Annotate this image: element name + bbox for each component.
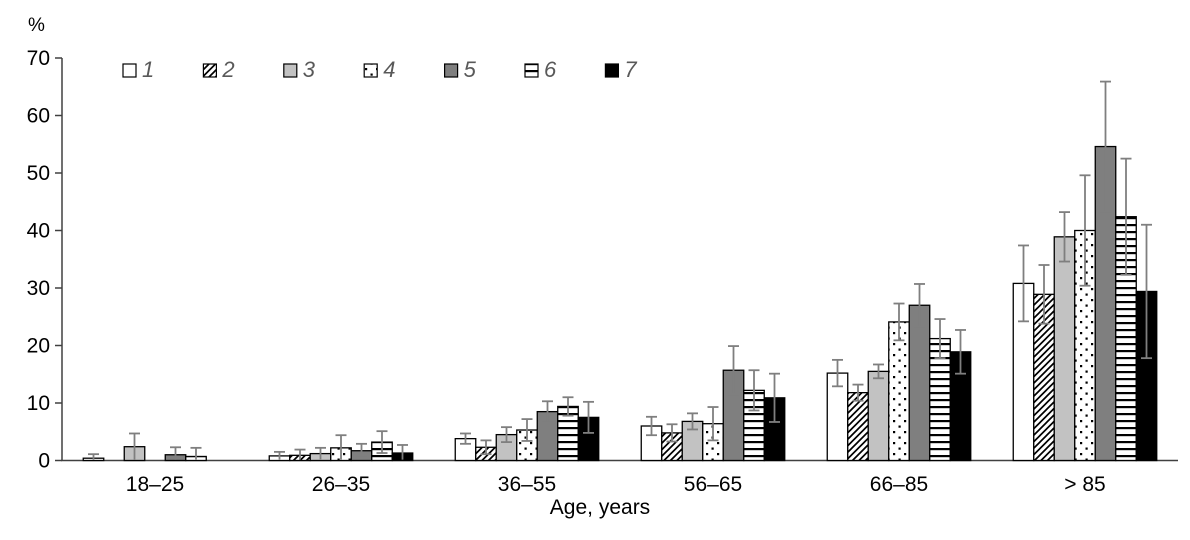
legend-label: 2	[221, 57, 234, 82]
x-category-label: 56–65	[684, 473, 742, 496]
legend-swatch-horizontal-lines	[524, 63, 539, 78]
legend-item-2: 2	[202, 57, 235, 82]
legend-swatch-black	[604, 63, 620, 78]
legend-item-5: 5	[444, 57, 477, 82]
x-axis-title: Age, years	[550, 496, 650, 519]
legend-label: 4	[383, 57, 395, 82]
x-category-label: 36–55	[498, 473, 556, 496]
bar-series-3	[1053, 236, 1076, 462]
legend-label: 5	[464, 57, 477, 82]
legend-swatch-diagonal-hatch	[202, 63, 217, 78]
bar-series-3	[867, 370, 890, 462]
legend-swatch-white	[122, 63, 137, 78]
y-axis-unit-label: %	[28, 15, 45, 36]
legend-item-4: 4	[363, 57, 395, 82]
y-tick-label: 0	[38, 450, 50, 473]
legend-group: 1 2 3 4 5 6 7	[122, 57, 637, 82]
bar-series-4	[888, 321, 910, 462]
legend-swatch-dark-gray	[444, 63, 459, 78]
legend-item-3: 3	[283, 57, 316, 82]
legend-swatch-light-gray	[283, 63, 298, 78]
legend-label: 1	[142, 57, 154, 82]
y-tick-label: 30	[27, 277, 50, 300]
y-tick-label: 40	[27, 220, 50, 243]
legend-label: 3	[303, 57, 316, 82]
y-tick-label: 70	[27, 47, 50, 70]
legend-label: 7	[624, 57, 637, 82]
error-bars-group	[88, 80, 1152, 460]
y-tick-label: 20	[27, 335, 50, 358]
bars-group	[82, 145, 1158, 462]
y-tick-label: 60	[27, 105, 50, 128]
legend-item-7: 7	[604, 57, 637, 82]
bar-series-2	[847, 391, 869, 462]
axes-group: 0 10 20 30 40 50 60 70 18–25 26–35 36–55 56–65 66–85…	[27, 47, 1178, 496]
legend-item-6: 6	[524, 57, 557, 82]
x-category-label: 18–25	[126, 473, 184, 496]
y-tick-label: 50	[27, 162, 50, 185]
y-tick-label: 10	[27, 392, 50, 415]
x-category-label: 26–35	[312, 473, 370, 496]
bar-series-5	[908, 304, 931, 462]
legend-swatch-dots	[363, 63, 378, 78]
legend-item-1: 1	[122, 57, 154, 82]
x-category-label: > 85	[1064, 473, 1105, 496]
x-category-label: 66–85	[870, 473, 928, 496]
legend-label: 6	[544, 57, 557, 82]
